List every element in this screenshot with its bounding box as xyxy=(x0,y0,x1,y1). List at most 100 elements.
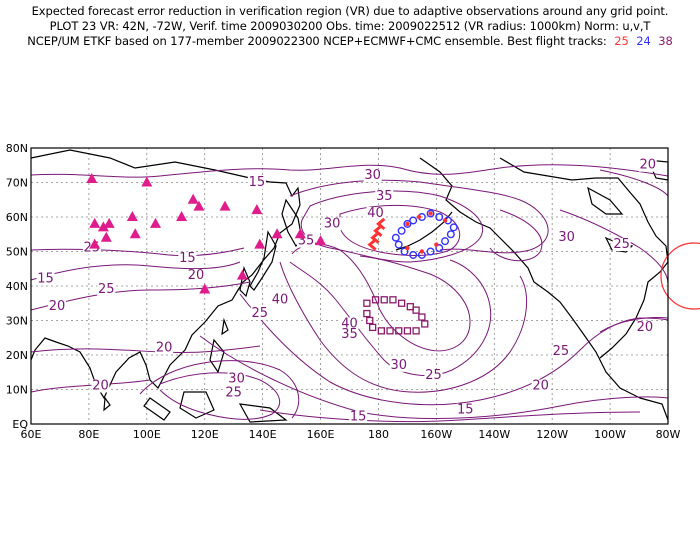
lat-tick-label: 50N xyxy=(6,246,28,259)
contour-label-bg xyxy=(323,217,342,231)
contour-label-bg xyxy=(91,379,110,393)
track-24-marker xyxy=(394,240,403,249)
lon-tick-label: 140W xyxy=(478,428,510,441)
raob-triangle-marker xyxy=(89,238,101,249)
observation-markers xyxy=(86,173,458,335)
japan-coastline xyxy=(249,230,277,291)
contour-35 xyxy=(300,190,483,263)
raob-triangle-marker xyxy=(315,235,327,246)
contour-label: 40 xyxy=(367,206,384,221)
contour-label-bg xyxy=(375,189,394,203)
raob-triangle-marker xyxy=(219,200,231,211)
track-38-marker xyxy=(386,327,394,335)
korea-coastline xyxy=(239,265,251,298)
raob-triangle-marker xyxy=(97,221,109,232)
track-38-marker xyxy=(371,296,380,304)
contour-label-bg xyxy=(247,175,266,189)
contour-label: 15 xyxy=(249,175,266,190)
raob-triangle-marker xyxy=(176,211,188,221)
raob-triangle-marker xyxy=(199,283,211,294)
contour-label: 35 xyxy=(376,189,393,204)
contour-label-bg xyxy=(363,169,382,183)
raob-triangle-marker xyxy=(100,231,112,242)
contour-label-bg xyxy=(389,358,408,372)
lon-tick-label: 100W xyxy=(594,428,626,441)
lon-tick-label: 120W xyxy=(536,428,568,441)
contour-label: 25 xyxy=(553,344,570,359)
contour-label: 15 xyxy=(457,403,474,418)
lon-tick-label: 80E xyxy=(78,428,99,441)
contour-label: 20 xyxy=(639,158,656,173)
contour-35-south xyxy=(289,259,492,376)
track-24-marker xyxy=(435,244,444,253)
contour-label-bg xyxy=(97,282,116,296)
contour-40-north xyxy=(339,204,461,256)
contour-label-bg xyxy=(155,341,174,355)
contour-lines xyxy=(30,164,669,423)
raob-triangle-marker xyxy=(271,228,283,239)
sumatra-coastline xyxy=(143,397,171,421)
contour-label: 25 xyxy=(251,306,268,321)
contour-label-bg xyxy=(250,307,269,321)
track-25-marker xyxy=(373,224,383,237)
taiwan-coastline xyxy=(221,317,229,336)
new-guinea-coastline xyxy=(238,403,288,423)
track-25-dot-marker xyxy=(442,218,448,223)
contour-20-west xyxy=(30,261,241,281)
contour-label-bg xyxy=(178,251,197,265)
contour-label: 15 xyxy=(37,272,54,287)
contour-label-bg xyxy=(340,327,359,341)
contour-label-bg xyxy=(271,293,290,307)
contour-label: 20 xyxy=(156,341,173,356)
track-38-marker xyxy=(403,327,412,335)
raob-triangle-marker xyxy=(187,193,199,204)
header: Expected forecast error reduction in ver… xyxy=(0,4,700,49)
track-38-label: 38 xyxy=(658,34,673,48)
contour-label-bg xyxy=(366,207,385,220)
track-24-marker xyxy=(426,247,435,256)
north-america-coastline xyxy=(499,157,669,359)
raob-triangle-marker xyxy=(126,211,138,221)
contour-label: 20 xyxy=(49,299,66,314)
track-38-marker xyxy=(380,296,388,304)
contour-label: 25 xyxy=(613,237,630,252)
lat-tick-label: 10N xyxy=(6,384,28,397)
contour-30-east xyxy=(489,209,543,262)
contour-25-south xyxy=(239,293,669,406)
contour-30-philippine xyxy=(159,372,281,420)
contour-label: 15 xyxy=(179,251,196,266)
contour-label: 30 xyxy=(228,372,245,387)
contour-label-bg xyxy=(36,272,55,286)
track-24-marker xyxy=(391,233,400,242)
lat-tick-label: 40N xyxy=(6,280,28,293)
contour-label-bg xyxy=(424,369,443,383)
lon-tick-label: 180 xyxy=(368,428,389,441)
contour-label: 25 xyxy=(225,385,242,400)
lat-tick-label: 70N xyxy=(6,177,28,190)
track-38-marker xyxy=(421,320,429,328)
title-line-3-text: NCEP/UM ETKF based on 177-member 2009022… xyxy=(27,34,607,48)
contour-20-south-asia xyxy=(30,379,151,393)
contour-label-bg xyxy=(48,300,67,314)
contour-label-bg xyxy=(340,317,359,331)
track-38-marker xyxy=(363,299,371,307)
contour-15-west xyxy=(30,247,245,257)
raob-triangle-marker xyxy=(141,176,153,187)
lon-tick-label: 160W xyxy=(420,428,452,441)
raob-triangle-marker xyxy=(86,173,98,184)
lon-tick-label: 140E xyxy=(249,428,277,441)
track-38-marker xyxy=(363,309,371,318)
track-38-marker xyxy=(418,313,426,321)
title-line-3: NCEP/UM ETKF based on 177-member 2009022… xyxy=(0,34,700,49)
contour-label: 30 xyxy=(390,358,407,373)
track-38-marker xyxy=(377,327,386,335)
track-25-dot-marker xyxy=(419,249,425,254)
contour-label: 20 xyxy=(188,268,205,283)
contour-label: 30 xyxy=(558,230,575,245)
contour-label-bg xyxy=(349,410,368,424)
contour-label-bg xyxy=(551,345,570,358)
raob-triangle-marker xyxy=(193,200,205,211)
track-25-marker xyxy=(370,231,380,244)
contour-15-north xyxy=(30,164,669,178)
contour-label-bg xyxy=(638,158,657,172)
